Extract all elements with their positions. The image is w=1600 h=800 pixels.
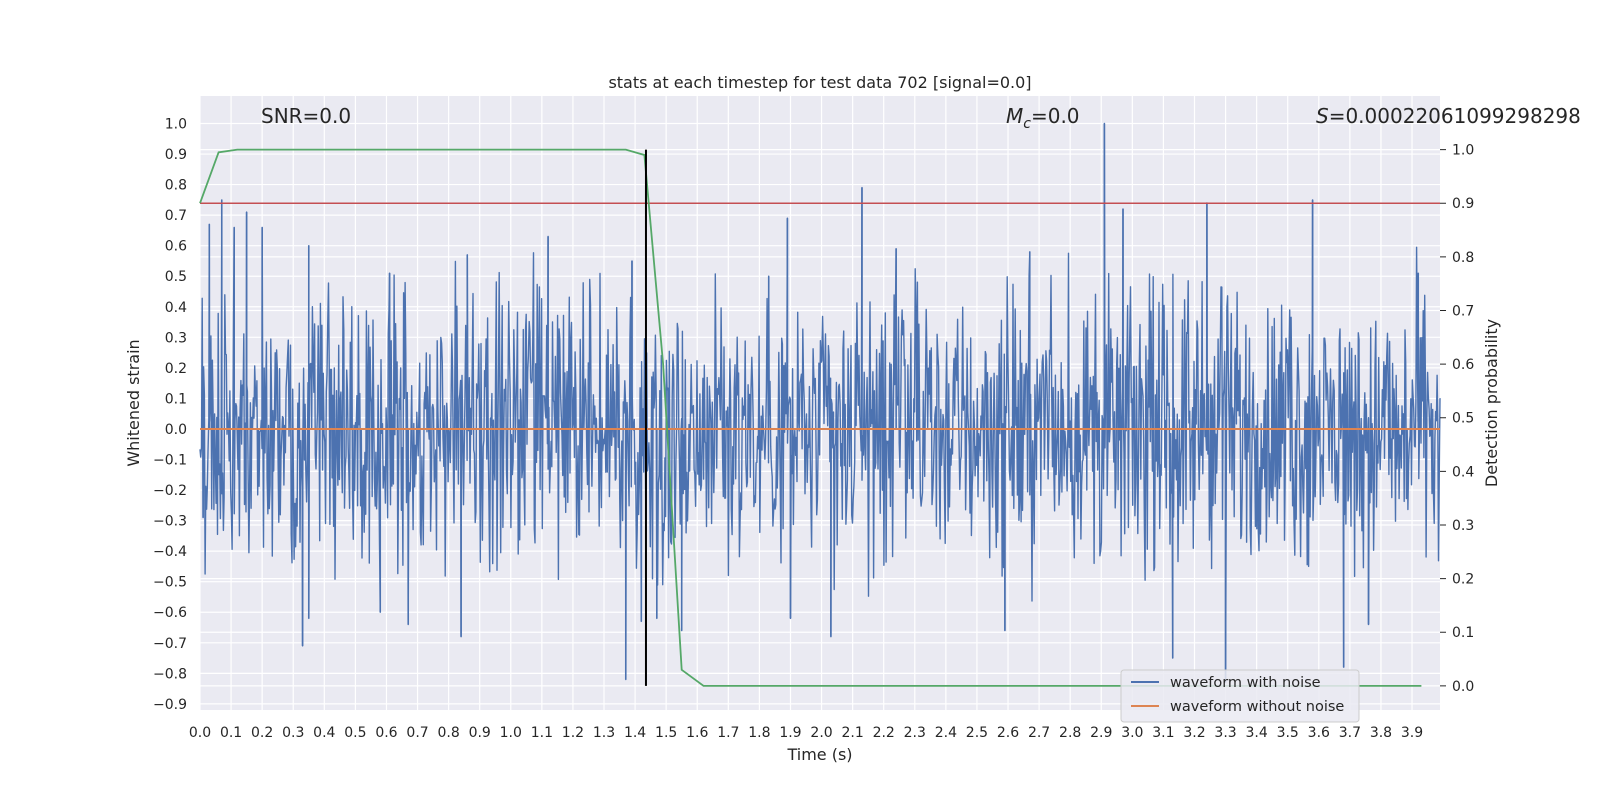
s-annotation: S=0.00022061099298298 xyxy=(1316,104,1581,128)
y2-axis-label: Detection probability xyxy=(1482,319,1501,487)
x-tick-label: 1.4 xyxy=(624,725,646,741)
y2-tick-label: 0.4 xyxy=(1452,464,1474,480)
y-tick-label: −0.3 xyxy=(153,514,187,530)
y-tick-label: 0.4 xyxy=(165,300,187,316)
x-tick-label: 2.8 xyxy=(1059,725,1081,741)
x-tick-label: 2.3 xyxy=(904,725,926,741)
x-tick-label: 2.2 xyxy=(873,725,895,741)
y-tick-label: 0.5 xyxy=(165,269,187,285)
y-tick-label: 1.0 xyxy=(165,116,187,132)
snr-annotation: SNR=0.0 xyxy=(261,104,351,128)
x-tick-label: 1.0 xyxy=(500,725,522,741)
y-tick-label: −0.7 xyxy=(153,636,187,652)
x-tick-label: 0.9 xyxy=(469,725,491,741)
y-tick-label: −0.1 xyxy=(153,453,187,469)
legend-label-noise: waveform with noise xyxy=(1170,675,1321,691)
y-tick-label: 0.2 xyxy=(165,361,187,377)
x-tick-label: 3.9 xyxy=(1401,725,1423,741)
y2-tick-label: 0.7 xyxy=(1452,303,1474,319)
x-tick-label: 3.1 xyxy=(1152,725,1174,741)
x-tick-label: 0.2 xyxy=(251,725,273,741)
x-tick-label: 2.5 xyxy=(966,725,988,741)
x-tick-label: 3.6 xyxy=(1308,725,1330,741)
y2-tick-label: 0.9 xyxy=(1452,196,1474,212)
x-tick-label: 0.4 xyxy=(313,725,335,741)
x-tick-label: 2.0 xyxy=(810,725,832,741)
y2-tick-labels: 0.0 0.1 0.2 0.3 0.4 0.5 0.6 0.7 0.8 0.9 1.0 xyxy=(1440,143,1474,695)
chart-title: stats at each timestep for test data 702… xyxy=(608,73,1031,92)
x-tick-label: 1.8 xyxy=(748,725,770,741)
x-tick-label: 3.3 xyxy=(1214,725,1236,741)
x-tick-label: 1.2 xyxy=(562,725,584,741)
y2-tick-label: 0.1 xyxy=(1452,625,1474,641)
series-lines xyxy=(199,148,1440,687)
y2-tick-label: 0.2 xyxy=(1452,572,1474,588)
x-tick-label: 3.4 xyxy=(1246,725,1268,741)
x-tick-label: 2.4 xyxy=(935,725,957,741)
mc-annotation: Mc=0.0 xyxy=(1006,104,1080,132)
x-tick-label: 3.0 xyxy=(1121,725,1143,741)
y-tick-label: 0.7 xyxy=(165,208,187,224)
x-tick-label: 1.9 xyxy=(779,725,801,741)
x-tick-label: 0.6 xyxy=(375,725,397,741)
x-tick-label: 2.7 xyxy=(1028,725,1050,741)
x-axis-label: Time (s) xyxy=(786,745,852,764)
x-tick-label: 0.8 xyxy=(437,725,459,741)
y-axis-label: Whitened strain xyxy=(124,339,143,466)
y-tick-label: −0.8 xyxy=(153,666,187,682)
x-tick-label: 0.7 xyxy=(406,725,428,741)
y-tick-label: 0.8 xyxy=(165,178,187,194)
y-tick-label: 0.9 xyxy=(165,147,187,163)
waveform-with-noise-line xyxy=(199,122,1441,684)
x-tick-label: 1.3 xyxy=(593,725,615,741)
y2-tick-label: 0.8 xyxy=(1452,250,1474,266)
x-tick-label: 3.8 xyxy=(1370,725,1392,741)
x-tick-label: 0.5 xyxy=(344,725,366,741)
y2-tick-label: 0.3 xyxy=(1452,518,1474,534)
x-tick-label: 0.1 xyxy=(220,725,242,741)
y-tick-label: 0.1 xyxy=(165,391,187,407)
legend: waveform with noise waveform without noi… xyxy=(1120,669,1360,723)
y-tick-label: 0.0 xyxy=(165,422,187,438)
legend-label-clean: waveform without noise xyxy=(1170,699,1344,715)
series-waveform-with-noise xyxy=(199,122,1441,684)
x-tick-label: 1.5 xyxy=(655,725,677,741)
y-tick-label: −0.6 xyxy=(153,605,187,621)
legend-box xyxy=(1120,669,1360,723)
detection-probability-line xyxy=(199,148,1422,687)
x-tick-label: 0.0 xyxy=(189,725,211,741)
y-tick-label: −0.5 xyxy=(153,575,187,591)
y-tick-label: 0.6 xyxy=(165,239,187,255)
y-tick-label: −0.4 xyxy=(153,544,187,560)
x-tick-label: 1.7 xyxy=(717,725,739,741)
y-tick-label: −0.9 xyxy=(153,697,187,713)
y-tick-label: −0.2 xyxy=(153,483,187,499)
y2-tick-label: 0.5 xyxy=(1452,411,1474,427)
y2-tick-label: 0.6 xyxy=(1452,357,1474,373)
y-tick-labels: −0.9 −0.8 −0.7 −0.6 −0.5 −0.4 −0.3 −0.2 −0.1 0.0 0… xyxy=(153,116,187,712)
y2-tick-label: 0.0 xyxy=(1452,679,1474,695)
x-tick-label: 3.2 xyxy=(1183,725,1205,741)
x-tick-labels: 0.0 0.1 0.2 0.3 0.4 0.5 0.6 0.7 0.8 0.9 1.0 1.1 1.2 1… xyxy=(189,725,1423,741)
y-tick-label: 0.3 xyxy=(165,330,187,346)
x-tick-label: 3.5 xyxy=(1277,725,1299,741)
y2-tick-label: 1.0 xyxy=(1452,143,1474,159)
x-tick-label: 2.1 xyxy=(841,725,863,741)
x-tick-label: 2.6 xyxy=(997,725,1019,741)
x-tick-label: 1.6 xyxy=(686,725,708,741)
x-tick-label: 1.1 xyxy=(531,725,553,741)
x-tick-label: 3.7 xyxy=(1339,725,1361,741)
x-tick-label: 0.3 xyxy=(282,725,304,741)
x-tick-label: 2.9 xyxy=(1090,725,1112,741)
